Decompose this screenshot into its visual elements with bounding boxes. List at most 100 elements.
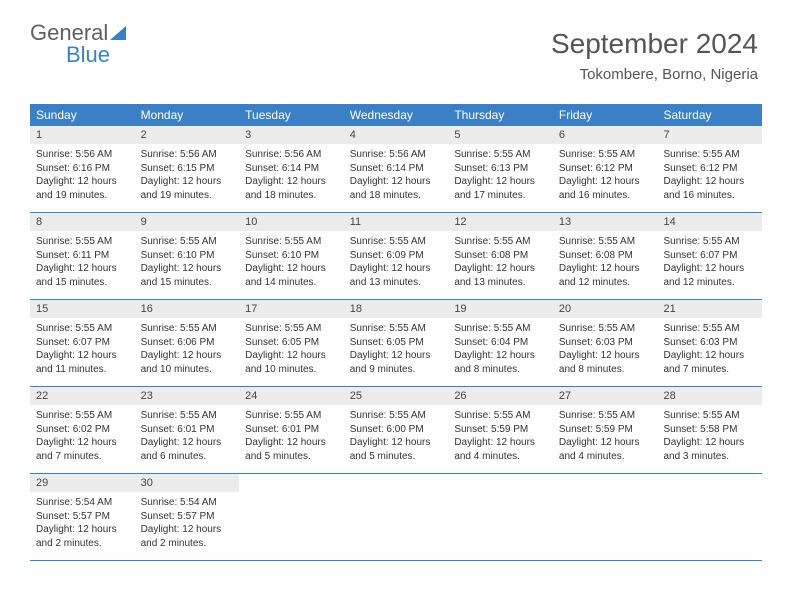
day-number: 3 <box>239 126 344 144</box>
day-details: Sunrise: 5:55 AMSunset: 6:10 PMDaylight:… <box>135 231 240 295</box>
calendar-day: 8Sunrise: 5:55 AMSunset: 6:11 PMDaylight… <box>30 213 135 299</box>
day-number: 27 <box>553 387 658 405</box>
day-details: Sunrise: 5:55 AMSunset: 6:01 PMDaylight:… <box>239 405 344 469</box>
day-number: 22 <box>30 387 135 405</box>
day-number: 11 <box>344 213 449 231</box>
brand-line2: Blue <box>66 44 126 66</box>
calendar-day: 30Sunrise: 5:54 AMSunset: 5:57 PMDayligh… <box>135 474 240 560</box>
day-details: Sunrise: 5:55 AMSunset: 6:07 PMDaylight:… <box>30 318 135 382</box>
calendar-day: 5Sunrise: 5:55 AMSunset: 6:13 PMDaylight… <box>448 126 553 212</box>
weekday-header: Wednesday <box>344 104 449 126</box>
calendar-day: 15Sunrise: 5:55 AMSunset: 6:07 PMDayligh… <box>30 300 135 386</box>
calendar-day-empty <box>239 474 344 560</box>
calendar-week: 8Sunrise: 5:55 AMSunset: 6:11 PMDaylight… <box>30 213 762 300</box>
calendar-day: 29Sunrise: 5:54 AMSunset: 5:57 PMDayligh… <box>30 474 135 560</box>
day-number: 18 <box>344 300 449 318</box>
month-title: September 2024 <box>551 28 758 60</box>
day-details: Sunrise: 5:56 AMSunset: 6:14 PMDaylight:… <box>239 144 344 208</box>
day-number: 13 <box>553 213 658 231</box>
weekday-header-row: SundayMondayTuesdayWednesdayThursdayFrid… <box>30 104 762 126</box>
day-number: 29 <box>30 474 135 492</box>
calendar: SundayMondayTuesdayWednesdayThursdayFrid… <box>30 104 762 561</box>
day-details: Sunrise: 5:55 AMSunset: 6:10 PMDaylight:… <box>239 231 344 295</box>
triangle-icon <box>110 26 126 40</box>
day-number: 6 <box>553 126 658 144</box>
day-details: Sunrise: 5:55 AMSunset: 6:05 PMDaylight:… <box>344 318 449 382</box>
day-details: Sunrise: 5:55 AMSunset: 6:06 PMDaylight:… <box>135 318 240 382</box>
calendar-day: 4Sunrise: 5:56 AMSunset: 6:14 PMDaylight… <box>344 126 449 212</box>
calendar-day: 22Sunrise: 5:55 AMSunset: 6:02 PMDayligh… <box>30 387 135 473</box>
calendar-week: 1Sunrise: 5:56 AMSunset: 6:16 PMDaylight… <box>30 126 762 213</box>
brand-logo: General Blue <box>30 22 126 66</box>
day-details: Sunrise: 5:56 AMSunset: 6:16 PMDaylight:… <box>30 144 135 208</box>
calendar-day: 23Sunrise: 5:55 AMSunset: 6:01 PMDayligh… <box>135 387 240 473</box>
calendar-day: 3Sunrise: 5:56 AMSunset: 6:14 PMDaylight… <box>239 126 344 212</box>
day-number: 24 <box>239 387 344 405</box>
calendar-day: 21Sunrise: 5:55 AMSunset: 6:03 PMDayligh… <box>657 300 762 386</box>
day-number: 2 <box>135 126 240 144</box>
weekday-header: Monday <box>135 104 240 126</box>
location-subtitle: Tokombere, Borno, Nigeria <box>551 66 758 83</box>
day-number: 8 <box>30 213 135 231</box>
day-details: Sunrise: 5:55 AMSunset: 6:03 PMDaylight:… <box>553 318 658 382</box>
day-details: Sunrise: 5:55 AMSunset: 6:13 PMDaylight:… <box>448 144 553 208</box>
calendar-day: 19Sunrise: 5:55 AMSunset: 6:04 PMDayligh… <box>448 300 553 386</box>
day-number: 14 <box>657 213 762 231</box>
calendar-day: 11Sunrise: 5:55 AMSunset: 6:09 PMDayligh… <box>344 213 449 299</box>
day-number: 16 <box>135 300 240 318</box>
day-number: 30 <box>135 474 240 492</box>
day-details: Sunrise: 5:55 AMSunset: 6:07 PMDaylight:… <box>657 231 762 295</box>
weekday-header: Friday <box>553 104 658 126</box>
day-details: Sunrise: 5:56 AMSunset: 6:15 PMDaylight:… <box>135 144 240 208</box>
day-details: Sunrise: 5:55 AMSunset: 6:01 PMDaylight:… <box>135 405 240 469</box>
day-details: Sunrise: 5:55 AMSunset: 5:59 PMDaylight:… <box>553 405 658 469</box>
calendar-day: 24Sunrise: 5:55 AMSunset: 6:01 PMDayligh… <box>239 387 344 473</box>
day-details: Sunrise: 5:54 AMSunset: 5:57 PMDaylight:… <box>135 492 240 556</box>
day-number: 20 <box>553 300 658 318</box>
day-number: 15 <box>30 300 135 318</box>
calendar-day: 2Sunrise: 5:56 AMSunset: 6:15 PMDaylight… <box>135 126 240 212</box>
day-details: Sunrise: 5:55 AMSunset: 6:04 PMDaylight:… <box>448 318 553 382</box>
calendar-day: 10Sunrise: 5:55 AMSunset: 6:10 PMDayligh… <box>239 213 344 299</box>
calendar-day-empty <box>553 474 658 560</box>
calendar-day: 18Sunrise: 5:55 AMSunset: 6:05 PMDayligh… <box>344 300 449 386</box>
calendar-day: 9Sunrise: 5:55 AMSunset: 6:10 PMDaylight… <box>135 213 240 299</box>
weekday-header: Thursday <box>448 104 553 126</box>
calendar-day: 1Sunrise: 5:56 AMSunset: 6:16 PMDaylight… <box>30 126 135 212</box>
calendar-day: 16Sunrise: 5:55 AMSunset: 6:06 PMDayligh… <box>135 300 240 386</box>
day-number: 9 <box>135 213 240 231</box>
weekday-header: Tuesday <box>239 104 344 126</box>
day-details: Sunrise: 5:55 AMSunset: 6:12 PMDaylight:… <box>657 144 762 208</box>
day-details: Sunrise: 5:55 AMSunset: 5:59 PMDaylight:… <box>448 405 553 469</box>
calendar-day-empty <box>657 474 762 560</box>
day-number: 21 <box>657 300 762 318</box>
day-details: Sunrise: 5:56 AMSunset: 6:14 PMDaylight:… <box>344 144 449 208</box>
calendar-day: 7Sunrise: 5:55 AMSunset: 6:12 PMDaylight… <box>657 126 762 212</box>
day-details: Sunrise: 5:55 AMSunset: 6:03 PMDaylight:… <box>657 318 762 382</box>
day-number: 5 <box>448 126 553 144</box>
day-details: Sunrise: 5:55 AMSunset: 6:12 PMDaylight:… <box>553 144 658 208</box>
calendar-week: 15Sunrise: 5:55 AMSunset: 6:07 PMDayligh… <box>30 300 762 387</box>
day-number: 4 <box>344 126 449 144</box>
day-details: Sunrise: 5:55 AMSunset: 5:58 PMDaylight:… <box>657 405 762 469</box>
day-number: 19 <box>448 300 553 318</box>
calendar-day: 28Sunrise: 5:55 AMSunset: 5:58 PMDayligh… <box>657 387 762 473</box>
day-details: Sunrise: 5:55 AMSunset: 6:11 PMDaylight:… <box>30 231 135 295</box>
weekday-header: Saturday <box>657 104 762 126</box>
day-number: 26 <box>448 387 553 405</box>
day-details: Sunrise: 5:55 AMSunset: 6:05 PMDaylight:… <box>239 318 344 382</box>
calendar-day: 12Sunrise: 5:55 AMSunset: 6:08 PMDayligh… <box>448 213 553 299</box>
calendar-day-empty <box>448 474 553 560</box>
calendar-day: 17Sunrise: 5:55 AMSunset: 6:05 PMDayligh… <box>239 300 344 386</box>
calendar-day: 25Sunrise: 5:55 AMSunset: 6:00 PMDayligh… <box>344 387 449 473</box>
day-details: Sunrise: 5:55 AMSunset: 6:08 PMDaylight:… <box>448 231 553 295</box>
day-number: 28 <box>657 387 762 405</box>
day-details: Sunrise: 5:55 AMSunset: 6:00 PMDaylight:… <box>344 405 449 469</box>
day-details: Sunrise: 5:55 AMSunset: 6:08 PMDaylight:… <box>553 231 658 295</box>
day-number: 10 <box>239 213 344 231</box>
calendar-day: 26Sunrise: 5:55 AMSunset: 5:59 PMDayligh… <box>448 387 553 473</box>
day-number: 12 <box>448 213 553 231</box>
day-number: 25 <box>344 387 449 405</box>
calendar-day: 20Sunrise: 5:55 AMSunset: 6:03 PMDayligh… <box>553 300 658 386</box>
day-number: 1 <box>30 126 135 144</box>
